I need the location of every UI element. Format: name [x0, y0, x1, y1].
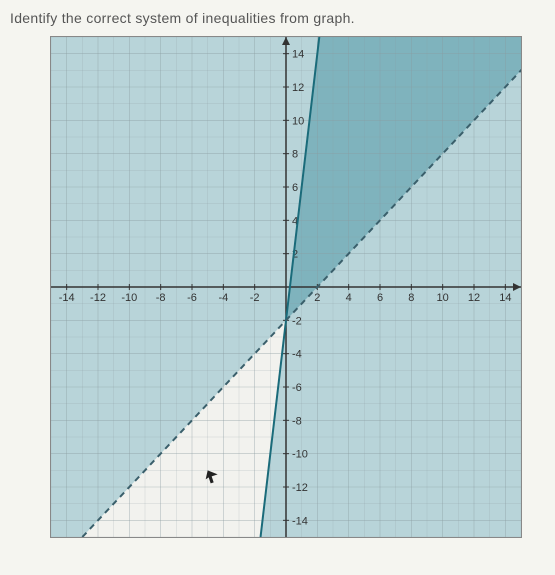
inequality-graph: -14-14-12-12-10-10-8-8-6-6-4-4-2-2224466… — [50, 36, 522, 538]
svg-text:10: 10 — [437, 292, 449, 304]
svg-text:6: 6 — [377, 292, 383, 304]
svg-text:-10: -10 — [292, 449, 308, 461]
svg-text:-10: -10 — [121, 292, 137, 304]
svg-text:-8: -8 — [156, 292, 166, 304]
svg-text:10: 10 — [292, 115, 304, 127]
svg-text:-12: -12 — [90, 292, 106, 304]
svg-text:2: 2 — [314, 292, 320, 304]
svg-text:-8: -8 — [292, 415, 302, 427]
svg-text:4: 4 — [346, 292, 352, 304]
svg-text:-12: -12 — [292, 482, 308, 494]
svg-text:-14: -14 — [292, 515, 308, 527]
svg-text:-14: -14 — [59, 292, 75, 304]
svg-text:-2: -2 — [250, 292, 260, 304]
svg-text:-4: -4 — [218, 292, 228, 304]
svg-text:-2: -2 — [292, 315, 302, 327]
svg-text:8: 8 — [408, 292, 414, 304]
question-prompt: Identify the correct system of inequalit… — [10, 10, 545, 26]
graph-canvas: -14-14-12-12-10-10-8-8-6-6-4-4-2-2224466… — [51, 37, 521, 537]
svg-text:12: 12 — [468, 292, 480, 304]
svg-text:-6: -6 — [292, 382, 302, 394]
svg-text:14: 14 — [292, 49, 304, 61]
svg-text:8: 8 — [292, 149, 298, 161]
svg-text:6: 6 — [292, 182, 298, 194]
svg-text:-6: -6 — [187, 292, 197, 304]
svg-text:-4: -4 — [292, 349, 302, 361]
svg-text:14: 14 — [499, 292, 511, 304]
svg-text:12: 12 — [292, 82, 304, 94]
